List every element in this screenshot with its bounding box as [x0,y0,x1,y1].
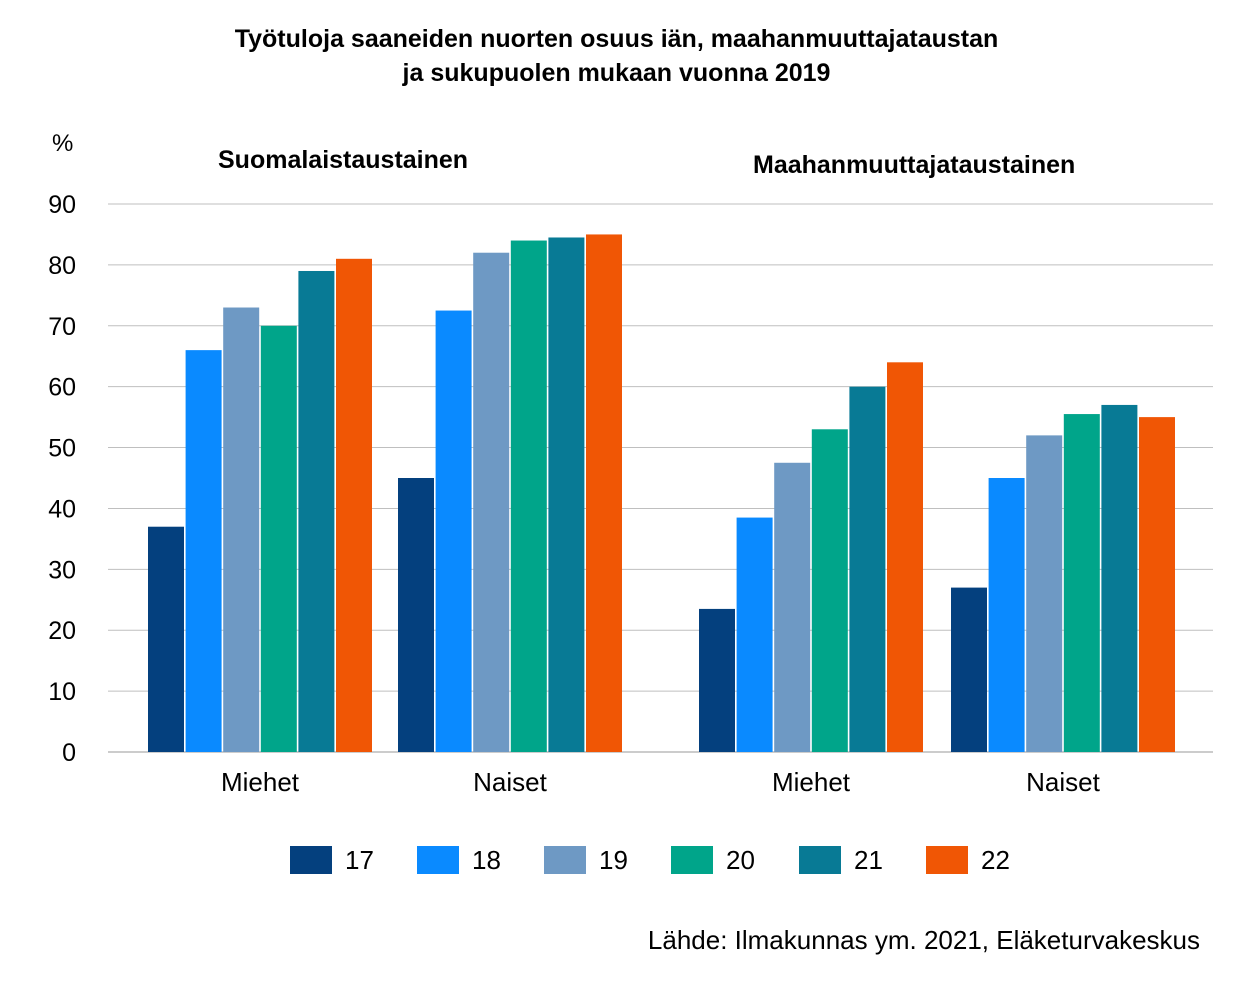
x-category-label-suomalais-naiset: Naiset [473,767,547,797]
bar-maahanmuuttaja-miehet-17 [699,608,735,752]
y-tick-label-50: 50 [48,435,76,463]
x-category-label-maahanmuuttaja-miehet: Miehet [772,767,851,797]
bar-suomalais-naiset-18 [435,310,472,752]
bar-suomalais-miehet-20 [260,325,297,752]
x-category-label-maahanmuuttaja-naiset: Naiset [1026,767,1100,797]
bar-suomalais-miehet-21 [298,270,335,752]
bar-suomalais-miehet-19 [223,307,260,752]
legend-item-18: 18 [417,840,501,880]
bar-suomalais-naiset-21 [548,237,585,752]
bar-suomalais-naiset-22 [586,234,622,752]
legend-swatch-20 [671,846,713,874]
legend-label-18: 18 [472,844,501,875]
bar-maahanmuuttaja-naiset-21 [1101,404,1138,752]
bar-maahanmuuttaja-naiset-18 [988,478,1025,752]
bar-maahanmuuttaja-miehet-20 [811,429,848,752]
y-tick-label-40: 40 [48,495,76,523]
legend-label-21: 21 [854,844,883,875]
legend-swatch-21 [799,846,841,874]
legend-label-17: 17 [345,844,374,875]
chart-title-line-2: ja sukupuolen mukaan vuonna 2019 [402,59,831,87]
bar-maahanmuuttaja-miehet-19 [774,462,811,752]
legend: 17 18 19 20 21 22 [0,840,1233,884]
bar-maahanmuuttaja-miehet-22 [887,362,923,752]
bar-maahanmuuttaja-naiset-22 [1139,417,1175,752]
group-label-suomalaistaustainen: Suomalaistaustainen [218,146,469,174]
bar-maahanmuuttaja-naiset-20 [1063,414,1100,752]
bar-maahanmuuttaja-naiset-19 [1026,435,1063,752]
bar-suomalais-naiset-19 [473,252,510,752]
y-tick-label-30: 30 [48,556,76,584]
legend-label-19: 19 [599,844,628,875]
y-tick-label-10: 10 [48,678,76,706]
source-note: Lähde: Ilmakunnas ym. 2021, Eläketurvake… [647,925,1200,955]
bar-maahanmuuttaja-miehet-21 [849,386,886,752]
legend-item-21: 21 [799,840,883,880]
y-tick-label-60: 60 [48,374,76,402]
group-label-maahanmuuttajataustainen: Maahanmuuttajataustainen [753,151,1076,179]
legend-label-20: 20 [726,844,755,875]
y-tick-label-90: 90 [48,191,76,219]
legend-item-20: 20 [671,840,755,880]
legend-swatch-18 [417,846,459,874]
bar-suomalais-naiset-17 [398,478,434,752]
bar-suomalais-naiset-20 [510,240,547,753]
y-tick-label-80: 80 [48,252,76,280]
x-category-label-suomalais-miehet: Miehet [221,767,300,797]
legend-swatch-19 [544,846,586,874]
legend-item-19: 19 [544,840,628,880]
legend-swatch-22 [926,846,968,874]
chart-title: Työtuloja saaneiden nuorten osuus iän, m… [0,22,1233,90]
legend-label-22: 22 [981,844,1010,875]
bar-suomalais-miehet-17 [148,526,184,752]
chart-title-line-1: Työtuloja saaneiden nuorten osuus iän, m… [234,25,999,53]
bar-maahanmuuttaja-miehet-18 [736,517,773,752]
bar-suomalais-miehet-18 [185,350,222,752]
y-tick-label-20: 20 [48,617,76,645]
y-axis-unit-label: % [52,130,74,157]
y-tick-label-70: 70 [48,313,76,341]
legend-item-17: 17 [290,840,374,880]
legend-swatch-17 [290,846,332,874]
y-tick-label-0: 0 [62,739,76,767]
bar-maahanmuuttaja-naiset-17 [951,587,987,752]
bar-suomalais-miehet-22 [336,258,372,752]
legend-item-22: 22 [926,840,1010,880]
